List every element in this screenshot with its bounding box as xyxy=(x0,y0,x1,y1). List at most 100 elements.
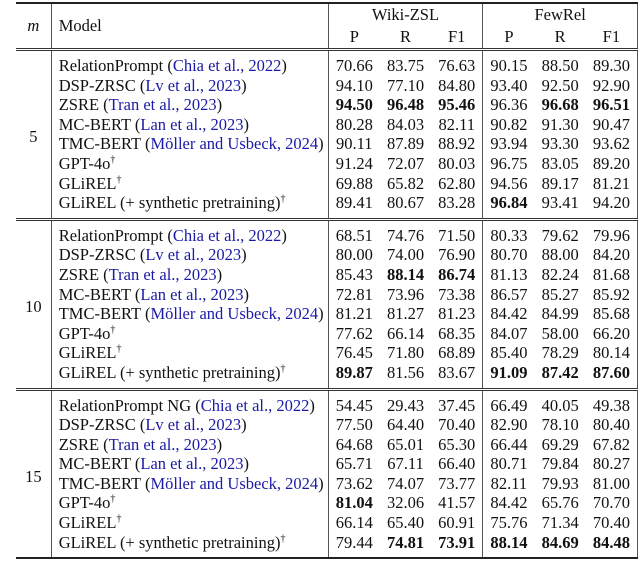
citation-link[interactable]: Lv et al., 2023 xyxy=(145,245,242,265)
value: 84.20 xyxy=(592,245,630,265)
citation-link[interactable]: Chia et al., 2022 xyxy=(200,395,310,415)
citation-link[interactable]: Möller and Usbeck, 2024 xyxy=(150,134,319,154)
metric-header: F1 xyxy=(431,26,484,50)
best-value: 81.04 xyxy=(335,493,373,513)
value-cell: 73.62 xyxy=(328,474,380,494)
citation-link[interactable]: Lan et al., 2023 xyxy=(140,114,244,134)
value-cell: 37.45 xyxy=(431,387,484,416)
citation-link[interactable]: Lan et al., 2023 xyxy=(140,284,244,304)
value-cell: 84.20 xyxy=(585,245,638,265)
value: 81.23 xyxy=(438,304,476,324)
value: 94.10 xyxy=(335,75,373,95)
value-cell: 73.91 xyxy=(431,532,484,559)
model-cell: ZSRE (Tran et al., 2023) xyxy=(51,434,329,455)
value: 70.70 xyxy=(592,493,630,513)
citation-link[interactable]: Tran et al., 2023 xyxy=(108,95,217,115)
value: 84.03 xyxy=(386,114,425,134)
value: 86.57 xyxy=(490,284,528,304)
value: 80.00 xyxy=(335,245,373,265)
value: 72.07 xyxy=(386,153,425,173)
citation-link[interactable]: Möller and Usbeck, 2024 xyxy=(150,473,319,493)
value: 85.27 xyxy=(541,284,579,304)
value-cell: 32.06 xyxy=(380,493,431,513)
value-cell: 88.92 xyxy=(431,134,484,154)
value-cell: 71.34 xyxy=(535,513,586,533)
table-row: GLiREL† 76.45 71.80 68.89 85.40 78.29 80.14 xyxy=(16,343,638,363)
citation-link[interactable]: Chia et al., 2022 xyxy=(172,56,282,75)
value: 74.00 xyxy=(386,245,425,265)
model-cell: TMC-BERT (Möller and Usbeck, 2024) xyxy=(51,304,329,324)
value-cell: 96.84 xyxy=(483,193,535,219)
value-cell: 84.69 xyxy=(535,533,586,559)
citation-link[interactable]: Tran et al., 2023 xyxy=(108,264,217,284)
value: 92.50 xyxy=(541,75,579,95)
value: 96.75 xyxy=(490,153,528,173)
value: 96.36 xyxy=(490,95,528,115)
value-cell: 77.62 xyxy=(328,324,380,344)
value: 80.70 xyxy=(490,245,528,265)
model-cell: RelationPrompt (Chia et al., 2022) xyxy=(51,47,329,76)
value-cell: 74.81 xyxy=(380,533,431,559)
table-row: GPT-4o† 81.04 32.06 41.57 84.42 65.76 70.70 xyxy=(16,493,638,514)
value-cell: 89.41 xyxy=(328,193,380,219)
value-cell: 94.50 xyxy=(328,95,380,115)
value-cell: 68.89 xyxy=(431,343,484,363)
value: 69.29 xyxy=(541,434,579,454)
value: 81.68 xyxy=(592,264,630,284)
value-cell: 58.00 xyxy=(535,324,586,344)
model-name: ZSRE xyxy=(58,264,100,284)
value-cell: 91.30 xyxy=(535,115,586,135)
value: 70.40 xyxy=(592,513,630,533)
m-value: 5 xyxy=(16,48,52,220)
model-cell: RelationPrompt NG (Chia et al., 2022) xyxy=(51,387,329,416)
value: 74.76 xyxy=(386,225,425,245)
dagger-mark: † xyxy=(116,174,122,186)
value: 80.14 xyxy=(592,343,630,363)
best-value: 96.68 xyxy=(541,95,579,115)
value-cell: 66.20 xyxy=(585,323,638,344)
best-value: 74.81 xyxy=(386,532,425,552)
value: 83.28 xyxy=(438,193,476,213)
value-cell: 85.40 xyxy=(483,343,535,363)
dagger-mark: † xyxy=(280,363,286,375)
value-cell: 81.04 xyxy=(328,493,380,513)
value: 37.45 xyxy=(438,395,476,415)
table-row: ZSRE (Tran et al., 2023) 94.50 96.48 95.46 9… xyxy=(16,95,638,115)
table-row: GPT-4o† 91.24 72.07 80.03 96.75 83.05 89.20 xyxy=(16,153,638,174)
model-name: MC-BERT xyxy=(58,454,131,474)
value-cell: 92.50 xyxy=(535,76,586,96)
citation-link[interactable]: Möller and Usbeck, 2024 xyxy=(150,304,319,324)
best-value: 91.09 xyxy=(490,362,528,382)
value-cell: 76.90 xyxy=(431,245,484,265)
citation-link[interactable]: Tran et al., 2023 xyxy=(108,434,217,454)
value: 80.71 xyxy=(490,454,528,474)
value-cell: 76.63 xyxy=(431,47,484,76)
model-cell: GPT-4o† xyxy=(51,153,329,174)
model-name: GPT-4o xyxy=(58,323,111,343)
value: 89.30 xyxy=(592,56,630,75)
value: 84.80 xyxy=(438,75,476,95)
value: 94.56 xyxy=(490,173,528,193)
best-value: 96.51 xyxy=(592,95,630,115)
model-cell: MC-BERT (Lan et al., 2023) xyxy=(51,454,329,474)
citation-link[interactable]: Lan et al., 2023 xyxy=(140,454,244,474)
value: 88.50 xyxy=(541,56,579,75)
value-cell: 93.30 xyxy=(535,134,586,154)
value-cell: 93.40 xyxy=(483,76,535,96)
model-cell: DSP-ZRSC (Lv et al., 2023) xyxy=(51,245,329,265)
citation-link[interactable]: Chia et al., 2022 xyxy=(172,225,282,245)
value: 77.62 xyxy=(335,323,373,343)
citation-link[interactable]: Lv et al., 2023 xyxy=(145,75,242,95)
m-value: 15 xyxy=(16,387,52,559)
value-cell: 81.21 xyxy=(328,304,380,324)
dagger-mark: † xyxy=(116,513,122,525)
value: 91.30 xyxy=(541,114,579,134)
model-name: GLiREL (+ synthetic pretraining) xyxy=(58,193,281,213)
model-cell: GLiREL (+ synthetic pretraining)† xyxy=(51,193,329,220)
value: 71.50 xyxy=(438,225,476,245)
citation-link[interactable]: Lv et al., 2023 xyxy=(145,415,242,435)
value-cell: 89.30 xyxy=(585,47,638,76)
value: 75.76 xyxy=(490,513,528,533)
value: 73.77 xyxy=(438,473,476,493)
